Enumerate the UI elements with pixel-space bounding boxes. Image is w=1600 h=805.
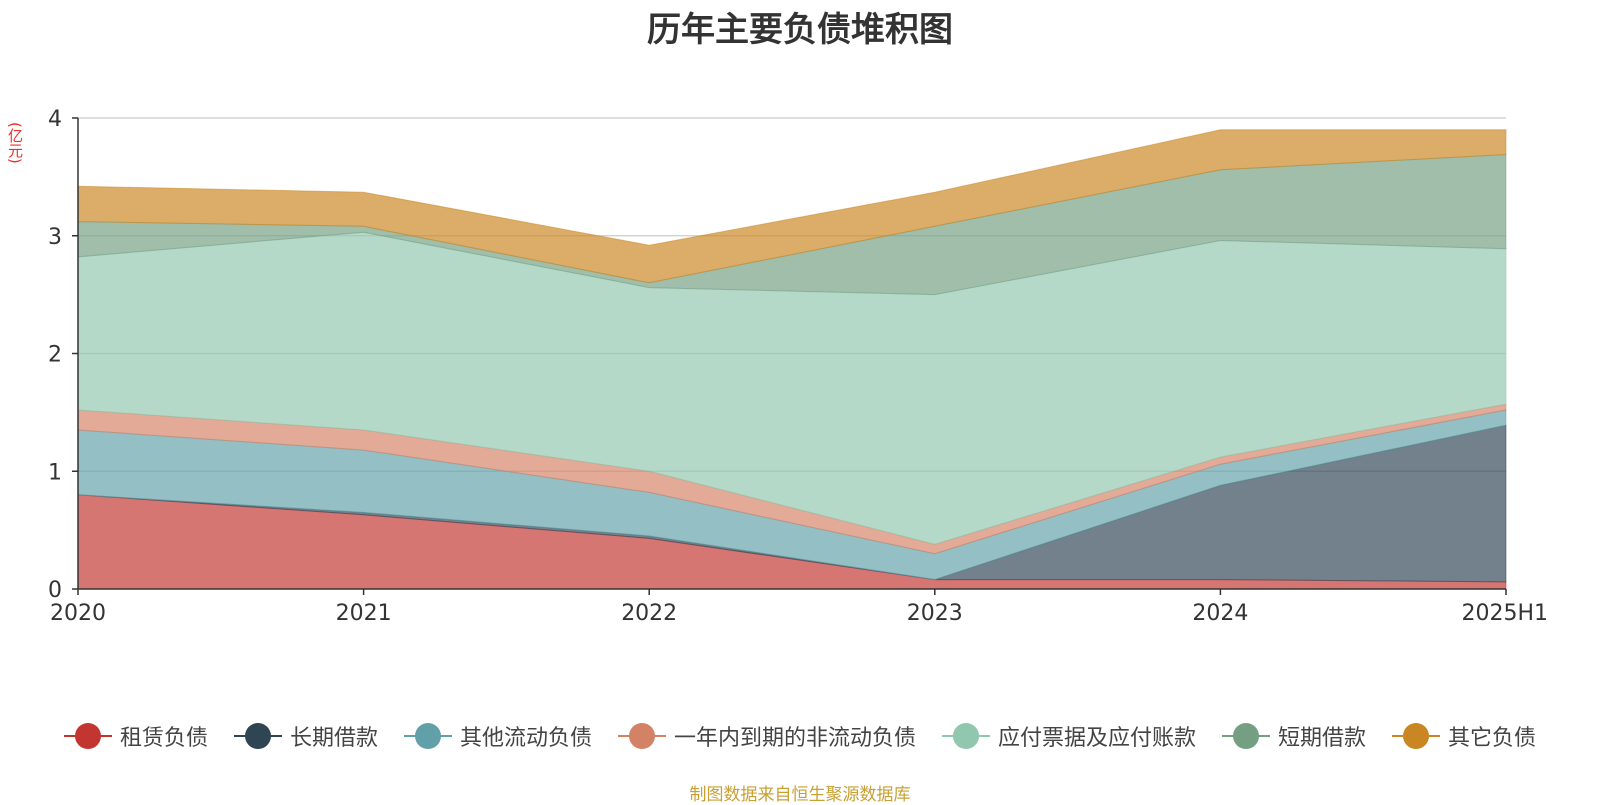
legend-item-1[interactable]: 长期借款 — [233, 720, 378, 752]
legend-label: 其它负债 — [1448, 726, 1537, 751]
legend-marker — [1392, 723, 1441, 749]
legend-marker — [617, 723, 666, 749]
legend-item-6[interactable]: 其它负债 — [1392, 720, 1536, 752]
legend-label: 其他流动负债 — [459, 726, 592, 751]
legend-marker — [233, 723, 282, 749]
y-tick-label: 4 — [48, 107, 62, 132]
y-tick-label: 1 — [48, 460, 62, 485]
chart-title: 历年主要负债堆积图 — [647, 10, 953, 50]
y-tick-label: 3 — [48, 225, 62, 250]
source-note: 制图数据来自恒生聚源数据库 — [689, 785, 911, 805]
x-tick-label: 2024 — [1192, 601, 1248, 626]
y-tick-label: 0 — [48, 578, 62, 603]
legend-label: 长期借款 — [289, 726, 378, 751]
legend-marker — [942, 723, 990, 749]
legend-item-0[interactable]: 租赁负债 — [63, 720, 208, 752]
legend: 租赁负债 长期借款 其他流动负债 一年内到期的非流动负债 应付票据及应付账款 短期借款 其它… — [0, 718, 1600, 754]
legend-item-5[interactable]: 短期借款 — [1222, 720, 1366, 752]
x-tick-label: 2023 — [907, 601, 963, 626]
legend-marker — [403, 723, 452, 749]
x-tick-label: 2022 — [621, 601, 677, 626]
axes — [72, 117, 1507, 595]
legend-item-3[interactable]: 一年内到期的非流动负债 — [617, 720, 916, 752]
legend-marker — [63, 723, 112, 749]
x-tick-label: 2025H1 — [1461, 601, 1548, 626]
legend-label: 应付票据及应付账款 — [998, 726, 1197, 751]
legend-item-4[interactable]: 应付票据及应付账款 — [942, 720, 1196, 752]
tick-labels: 0 1 2 3 4 2020 2021 2022 2023 2024 2025H1 — [48, 107, 1548, 626]
legend-marker — [1222, 723, 1271, 749]
legend-item-2[interactable]: 其他流动负债 — [403, 720, 592, 752]
area-series-6 — [77, 129, 1507, 284]
legend-label: 租赁负债 — [119, 726, 208, 751]
stacked-area-chart: 0 1 2 3 4 2020 2021 2022 2023 2024 2025H1 — [48, 107, 1548, 626]
x-tick-label: 2020 — [50, 601, 106, 626]
legend-label: 一年内到期的非流动负债 — [673, 726, 916, 751]
x-tick-label: 2021 — [336, 601, 392, 626]
area-series — [77, 129, 1507, 590]
y-axis-unit-label: (亿元) — [6, 122, 24, 164]
legend-label: 短期借款 — [1278, 726, 1367, 751]
y-tick-label: 2 — [48, 343, 62, 368]
